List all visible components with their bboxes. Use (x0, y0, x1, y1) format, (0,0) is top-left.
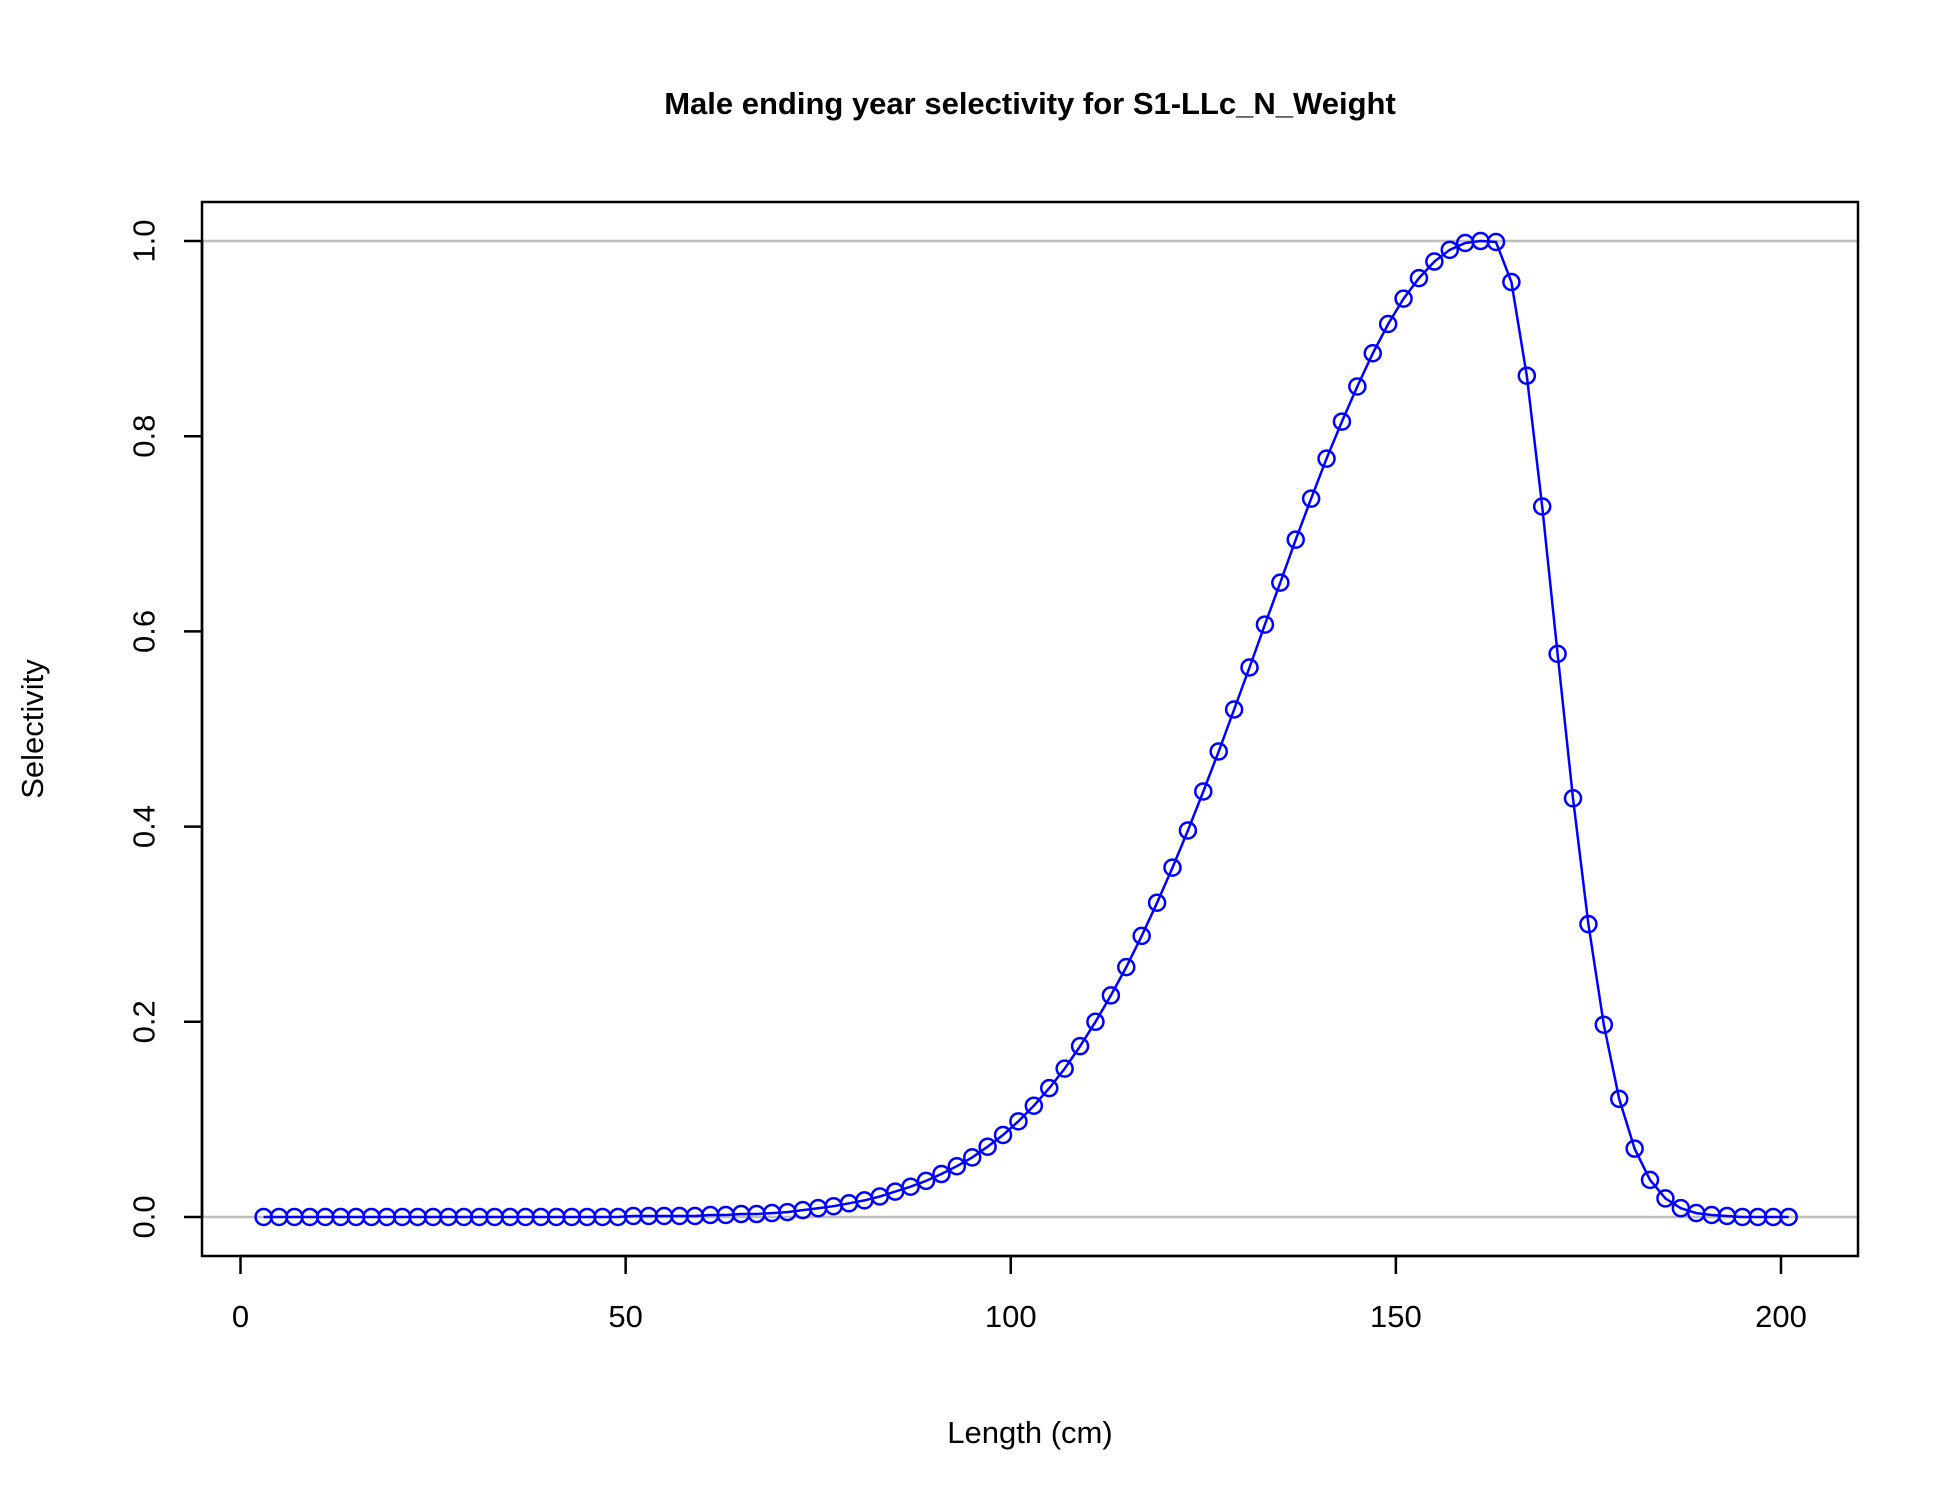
series-line (263, 239, 1789, 1219)
y-tick-label: 0.2 (127, 1000, 162, 1043)
data-point (1240, 658, 1259, 677)
data-point (1132, 926, 1151, 946)
data-point (947, 1156, 967, 1176)
data-point (1178, 821, 1198, 840)
y-tick-label: 0.0 (127, 1195, 162, 1238)
data-point (1517, 366, 1537, 385)
data-point (1209, 742, 1228, 761)
y-axis: 0.0 0.2 0.4 0.6 0.8 1.0 (127, 219, 204, 1239)
x-axis-label: Length (cm) (947, 1415, 1112, 1450)
data-point (1332, 412, 1352, 431)
x-tick-label: 200 (1755, 1299, 1807, 1334)
data-point (1070, 1036, 1090, 1056)
data-point (1486, 232, 1506, 252)
data-point (1086, 1012, 1105, 1032)
data-point (1394, 289, 1413, 308)
data-point (1194, 782, 1213, 801)
x-tick-label: 100 (985, 1299, 1037, 1334)
data-point (1255, 615, 1275, 634)
data-point (1609, 1089, 1629, 1109)
y-tick-label: 0.6 (127, 610, 162, 653)
data-point (1779, 1207, 1798, 1227)
reference-lines (202, 239, 1858, 1219)
data-point (932, 1164, 951, 1184)
y-tick-label: 0.4 (127, 805, 162, 848)
data-point (1301, 489, 1321, 508)
data-point (1024, 1096, 1044, 1115)
data-point (1163, 858, 1182, 877)
data-point (1502, 272, 1521, 292)
data-point (1101, 986, 1121, 1005)
data-point (1363, 344, 1383, 363)
data-point (1532, 497, 1552, 516)
data-point (1040, 1078, 1059, 1098)
data-point (1348, 377, 1367, 396)
data-point (962, 1148, 982, 1167)
data-point (1009, 1112, 1028, 1131)
series-markers (254, 231, 1798, 1227)
data-point (1286, 530, 1305, 549)
data-point (1317, 449, 1336, 468)
data-point (1147, 893, 1167, 912)
data-point (901, 1177, 920, 1196)
data-point (1425, 252, 1444, 271)
data-point (1440, 240, 1460, 260)
data-point (1563, 789, 1583, 808)
x-axis: 0 50 100 150 200 (232, 1254, 1807, 1334)
data-point (993, 1125, 1013, 1145)
data-point (1625, 1139, 1644, 1158)
chart-title: Male ending year selectivity for S1-LLc_… (664, 86, 1396, 121)
data-point (1378, 314, 1398, 334)
data-point (1224, 700, 1244, 719)
x-tick-label: 50 (608, 1299, 642, 1334)
data-point (1055, 1059, 1074, 1078)
data-point (1548, 644, 1567, 664)
data-point (1640, 1170, 1660, 1190)
data-point (1117, 957, 1136, 977)
data-point (916, 1171, 936, 1191)
data-point (1656, 1189, 1675, 1208)
y-axis-label: Selectivity (15, 659, 50, 799)
x-tick-label: 0 (232, 1299, 249, 1334)
y-tick-label: 0.8 (127, 415, 162, 458)
x-tick-label: 150 (1370, 1299, 1422, 1334)
data-point (1594, 1015, 1614, 1034)
y-tick-label: 1.0 (127, 219, 162, 262)
data-point (1409, 268, 1429, 288)
data-point (1271, 573, 1290, 592)
data-point (978, 1137, 997, 1156)
data-point (1579, 914, 1598, 934)
